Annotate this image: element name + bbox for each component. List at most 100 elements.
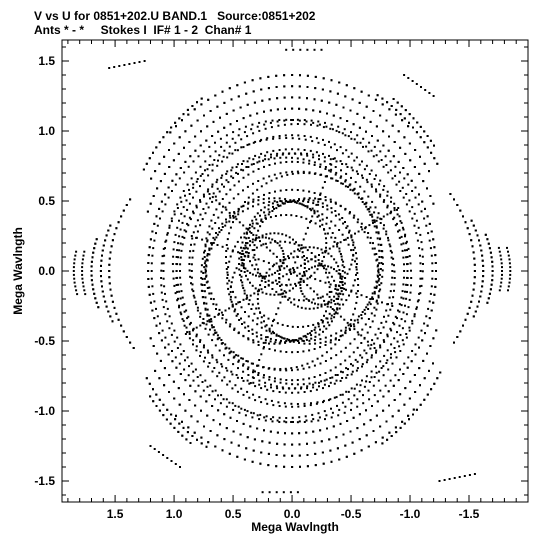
uv-point [344, 331, 347, 334]
uv-point [240, 246, 242, 249]
uv-point [472, 224, 475, 227]
uv-point [379, 360, 382, 363]
uv-point [293, 303, 296, 306]
uv-point [419, 384, 421, 387]
uv-point [355, 263, 358, 265]
uv-point [212, 236, 215, 239]
uv-point [275, 255, 278, 258]
uv-point [192, 328, 195, 331]
uv-point [285, 214, 288, 216]
uv-point [258, 121, 261, 124]
uv-point [206, 320, 209, 323]
uv-point [335, 292, 338, 295]
uv-point [231, 249, 234, 252]
uv-point [323, 228, 326, 231]
uv-point [338, 408, 341, 411]
uv-point [263, 211, 266, 214]
uv-point [276, 242, 279, 245]
uv-point [241, 284, 244, 287]
uv-point [309, 287, 312, 290]
uv-point [418, 367, 421, 370]
uv-point [251, 222, 254, 225]
uv-point [297, 148, 300, 151]
uv-point [228, 145, 231, 148]
uv-point [158, 398, 161, 401]
uv-point [330, 290, 333, 293]
uv-point [219, 423, 221, 426]
uv-point [283, 454, 286, 457]
uv-point [318, 123, 321, 126]
uv-point [246, 410, 249, 413]
uv-point [284, 391, 287, 394]
uv-point [371, 292, 374, 295]
uv-point [247, 254, 250, 257]
uv-point [381, 103, 384, 106]
uv-point [342, 106, 345, 109]
uv-point [242, 160, 245, 163]
uv-point [208, 247, 211, 250]
uv-point [164, 193, 167, 196]
uv-point [168, 374, 171, 376]
uv-point [230, 300, 233, 303]
uv-point [500, 281, 503, 284]
uv-point [338, 269, 341, 271]
uv-point [308, 162, 311, 165]
uv-point [168, 327, 171, 330]
uv-point [174, 463, 177, 465]
uv-point [181, 243, 184, 246]
uv-point [381, 442, 384, 445]
uv-point [386, 204, 389, 207]
uv-point [373, 347, 376, 349]
uv-point [376, 265, 379, 268]
uv-point [179, 196, 182, 199]
uv-point [285, 417, 288, 419]
uv-point [269, 121, 272, 124]
uv-point [273, 293, 276, 296]
uv-point [365, 164, 368, 167]
uv-point [251, 332, 254, 335]
uv-point [369, 241, 372, 244]
uv-point [431, 262, 434, 265]
uv-point [247, 366, 250, 369]
uv-point [380, 159, 383, 161]
uv-point [281, 233, 284, 236]
uv-point [323, 299, 326, 302]
uv-point [255, 218, 258, 221]
uv-point [313, 211, 316, 214]
uv-point [174, 121, 177, 124]
uv-point [353, 279, 356, 282]
uv-point [274, 279, 277, 282]
uv-point [257, 288, 260, 291]
uv-point [189, 250, 192, 253]
uv-point [209, 155, 212, 158]
uv-point [279, 172, 282, 175]
uv-point [230, 350, 233, 353]
uv-point [392, 98, 395, 100]
uv-point [206, 280, 209, 283]
uv-point [397, 309, 399, 312]
uv-point [406, 276, 408, 279]
uv-point [337, 125, 340, 128]
uv-point [158, 409, 161, 412]
uv-point [176, 336, 179, 339]
uv-point [208, 225, 211, 228]
uv-point [373, 286, 376, 289]
uv-point [293, 270, 296, 273]
uv-point [213, 159, 216, 161]
uv-point [391, 263, 394, 266]
uv-point [400, 304, 403, 307]
uv-point [366, 236, 369, 239]
uv-point [243, 232, 246, 235]
uv-point [387, 390, 390, 393]
uv-point [487, 242, 490, 245]
uv-point [310, 209, 313, 212]
uv-point [241, 323, 243, 325]
uv-point [212, 298, 215, 301]
uv-point [226, 277, 229, 279]
uv-point [201, 381, 204, 383]
uv-point [352, 254, 355, 257]
uv-point [344, 238, 347, 241]
uv-point [188, 337, 191, 340]
uv-point [417, 336, 420, 339]
uv-point [240, 357, 243, 360]
